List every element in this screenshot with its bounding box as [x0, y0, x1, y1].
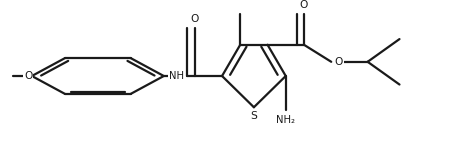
Text: S: S	[250, 111, 258, 121]
Text: O: O	[334, 57, 343, 67]
Text: O: O	[24, 71, 32, 81]
Text: NH: NH	[169, 71, 184, 81]
Text: O: O	[191, 14, 199, 24]
Text: O: O	[300, 0, 308, 10]
Text: NH₂: NH₂	[276, 115, 295, 125]
